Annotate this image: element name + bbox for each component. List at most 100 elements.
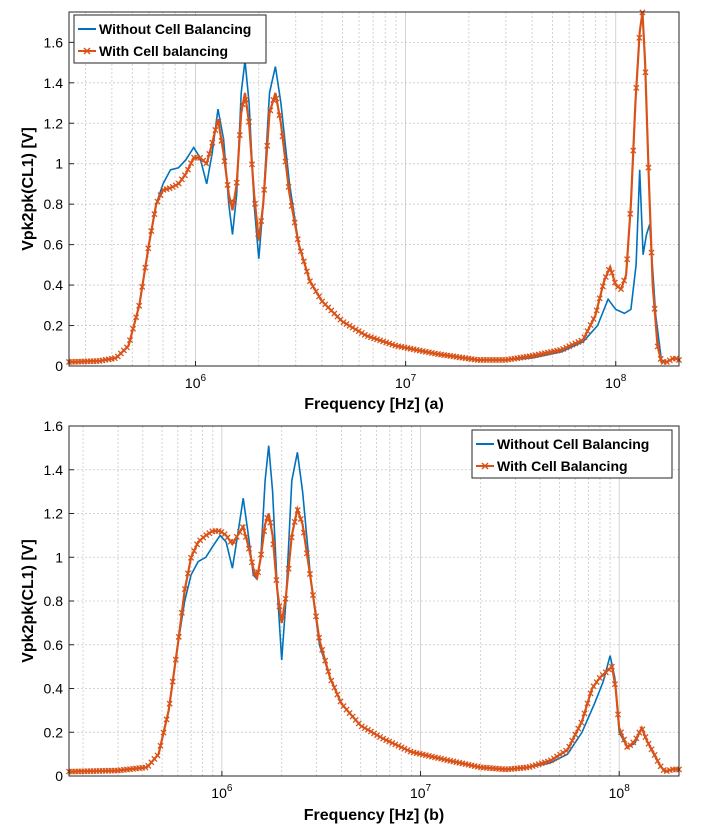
data-point-marker — [630, 739, 637, 746]
data-point-marker — [642, 69, 649, 76]
y-tick-label: 1.4 — [44, 75, 64, 91]
data-point-marker — [233, 533, 240, 540]
data-point-marker — [273, 576, 280, 584]
series-line — [68, 60, 680, 363]
data-point-marker — [550, 755, 558, 762]
data-point-marker — [553, 753, 561, 760]
data-point-marker — [343, 320, 350, 328]
data-point-marker — [312, 613, 320, 620]
data-point-marker — [206, 530, 213, 537]
data-point-marker — [248, 161, 256, 168]
data-point-marker — [325, 668, 332, 675]
y-tick-label: 0.4 — [44, 681, 64, 697]
data-point-marker — [203, 160, 210, 167]
data-point-marker — [651, 305, 658, 312]
data-point-marker — [621, 736, 628, 743]
data-point-marker — [560, 345, 567, 352]
data-point-marker — [349, 324, 356, 331]
data-point-marker — [239, 524, 246, 531]
x-tick-label: 106 — [211, 783, 233, 801]
data-point-marker — [386, 738, 393, 745]
data-point-marker — [190, 547, 198, 554]
data-point-marker — [611, 681, 619, 688]
data-point-marker — [306, 570, 314, 578]
data-point-marker — [126, 337, 134, 344]
data-point-marker — [230, 538, 237, 546]
data-point-marker — [566, 743, 573, 750]
x-tick-label: 107 — [410, 783, 432, 801]
data-point-marker — [261, 528, 268, 535]
data-point-marker — [608, 269, 615, 276]
data-point-marker — [642, 734, 649, 741]
y-tick-label: 1.4 — [44, 462, 64, 478]
data-point-marker — [169, 678, 176, 685]
data-point-marker — [309, 592, 317, 599]
data-point-marker — [401, 745, 408, 752]
y-tick-label: 1.2 — [44, 115, 64, 131]
x-axis-label: Frequency [Hz] (a) — [304, 396, 444, 413]
legend-marker — [481, 462, 489, 470]
y-tick-label: 1 — [55, 156, 63, 172]
legend-label: Without Cell Balancing — [497, 436, 649, 452]
x-axis-label: Frequency [Hz] (b) — [304, 807, 444, 824]
data-point-marker — [151, 211, 158, 218]
data-point-marker — [291, 518, 298, 525]
data-point-marker — [370, 730, 378, 737]
data-point-marker — [300, 258, 307, 265]
data-point-marker — [224, 534, 231, 541]
data-point-marker — [255, 230, 262, 238]
data-point-marker — [340, 319, 347, 326]
data-point-marker — [566, 343, 573, 350]
data-point-marker — [251, 200, 259, 207]
data-point-marker — [645, 740, 652, 747]
data-point-marker — [267, 107, 274, 114]
y-tick-label: 0.8 — [44, 196, 64, 212]
data-point-marker — [273, 95, 280, 102]
data-point-marker — [267, 519, 274, 526]
data-point-marker — [194, 541, 201, 548]
y-tick-label: 0.2 — [44, 724, 64, 740]
data-point-marker — [303, 550, 310, 557]
data-point-marker — [303, 268, 310, 275]
data-point-marker — [285, 565, 292, 572]
data-point-marker — [294, 507, 301, 514]
data-point-marker — [276, 112, 283, 119]
data-point-marker — [328, 677, 335, 684]
x-tick-label: 108 — [605, 373, 627, 391]
y-axis-label: Vpk2pk(CL1) [V] — [20, 539, 37, 663]
data-point-marker — [596, 295, 603, 302]
series-without-balancing — [68, 60, 680, 363]
data-point-marker — [306, 278, 314, 285]
data-point-marker — [590, 315, 597, 323]
y-tick-label: 0.2 — [44, 318, 64, 334]
data-point-marker — [572, 731, 579, 738]
data-point-marker — [654, 757, 661, 765]
data-point-marker — [355, 328, 362, 335]
data-point-marker — [569, 737, 576, 744]
data-point-marker — [187, 160, 195, 167]
data-point-marker — [654, 343, 661, 350]
data-point-marker — [367, 728, 375, 735]
data-point-marker — [575, 725, 582, 732]
data-point-marker — [663, 358, 670, 366]
data-point-marker — [291, 219, 298, 226]
data-point-marker — [621, 277, 628, 284]
data-point-marker — [184, 166, 192, 173]
legend: Without Cell Balancing With Cell balancin… — [73, 14, 267, 64]
series-with-balancing — [65, 9, 683, 366]
data-point-marker — [627, 210, 634, 217]
data-point-marker — [377, 733, 384, 740]
data-point-marker — [236, 528, 243, 535]
data-point-marker — [270, 96, 277, 104]
data-point-marker — [285, 183, 292, 190]
data-point-marker — [142, 764, 149, 771]
data-point-marker — [322, 657, 329, 664]
data-point-marker — [148, 227, 155, 235]
data-point-marker — [169, 183, 176, 190]
data-point-marker — [145, 245, 152, 252]
data-point-marker — [547, 757, 554, 764]
y-tick-label: 1 — [55, 549, 63, 565]
chart-panel-a: 0 0.2 0.4 0.6 0.8 1 1.2 1.4 1.6 106 107 108 Frequenc… — [20, 9, 683, 413]
y-tick-label: 1.6 — [44, 418, 64, 434]
